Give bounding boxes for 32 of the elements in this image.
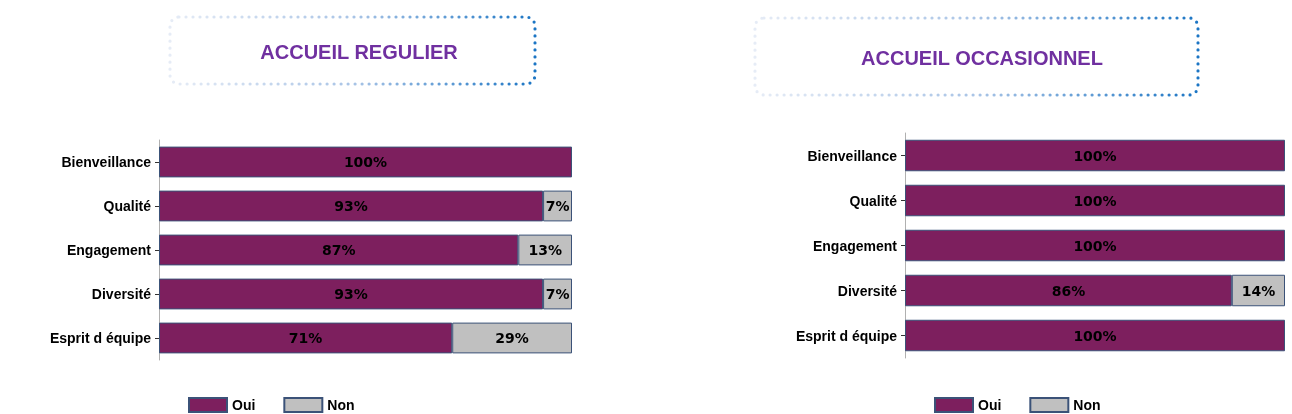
- data-label: 100%: [1073, 327, 1117, 344]
- data-label: 86%: [1051, 282, 1086, 299]
- bar: [159, 146, 572, 178]
- data-label: 93%: [334, 198, 368, 214]
- data-label: 29%: [495, 330, 529, 346]
- data-label: 100%: [1073, 237, 1117, 254]
- data-label: 100%: [1073, 147, 1117, 164]
- y-tick-label: Bienveillance: [807, 147, 898, 164]
- legend-label: Non: [1073, 397, 1101, 413]
- y-tick-label: Qualité: [849, 192, 898, 209]
- y-tick-label: Qualité: [103, 198, 152, 214]
- y-tick-label: Bienveillance: [61, 154, 152, 170]
- data-label: 100%: [1073, 192, 1117, 209]
- data-label: 71%: [288, 330, 323, 346]
- legend-label: Non: [327, 397, 355, 413]
- data-label: 100%: [343, 154, 388, 170]
- y-tick-label: Esprit d équipe: [49, 330, 152, 346]
- legend-label: Oui: [232, 397, 256, 413]
- data-label: 7%: [545, 286, 570, 302]
- y-tick-label: Engagement: [812, 237, 898, 254]
- chart-title: ACCUEIL OCCASIONNEL: [861, 47, 1103, 69]
- data-label: 14%: [1241, 282, 1276, 299]
- y-tick-label: Diversité: [837, 282, 898, 299]
- data-label: 13%: [528, 242, 562, 258]
- data-label: 93%: [334, 286, 368, 302]
- chart-title: ACCUEIL REGULIER: [260, 41, 459, 63]
- data-label: 87%: [321, 242, 356, 258]
- legend-label: Oui: [978, 397, 1002, 413]
- y-tick-label: Esprit d équipe: [795, 327, 898, 344]
- y-tick-label: Engagement: [66, 242, 152, 258]
- y-tick-label: Diversité: [91, 286, 152, 302]
- data-label: 7%: [545, 198, 570, 214]
